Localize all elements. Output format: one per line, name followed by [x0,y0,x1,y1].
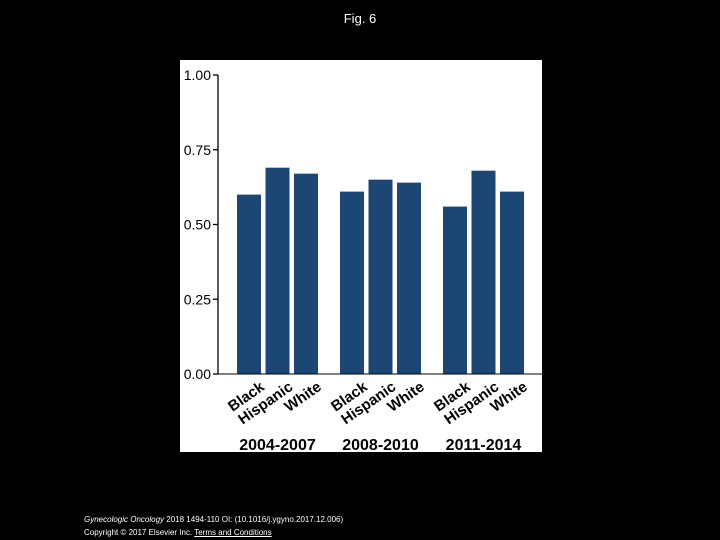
bar-2008-2010-black [340,191,364,374]
bar-2008-2010-white [397,182,421,374]
axis-layer: 0.00 0.25 0.50 0.75 1.00 [184,67,542,382]
figure-footer: Gynecologic Oncology 2018 1494-110 OI: (… [84,513,343,539]
y-tick-label: 0.25 [184,291,211,307]
bar-2008-2010-hispanic [368,179,393,374]
bar-2011-2014-black [443,206,467,374]
bar-2004-2007-white [294,173,318,374]
citation-line: Gynecologic Oncology 2018 1494-110 OI: (… [84,513,343,526]
figure-title: Fig. 6 [343,11,377,26]
y-tick-label: 0.00 [184,366,211,382]
y-tick-label: 0.50 [184,217,211,233]
copyright-line: Copyright © 2017 Elsevier Inc. Terms and… [84,526,343,539]
citation-details: 2018 1494-110 OI: (10.1016/j.ygyno.2017.… [164,515,344,524]
bars-layer [237,167,524,374]
bar-2011-2014-hispanic [471,170,496,374]
bar-2004-2007-black [237,194,261,374]
y-tick-label: 0.75 [184,142,211,158]
x-group-label: 2011-2014 [446,437,522,454]
citation-journal: Gynecologic Oncology [84,515,165,524]
copyright-text: Copyright © 2017 Elsevier Inc. [84,528,195,537]
terms-link[interactable]: Terms and Conditions [194,528,272,537]
x-group-label: 2004-2007 [239,437,316,454]
y-tick-label: 1.00 [184,67,211,83]
x-group-label: 2008-2010 [342,437,419,454]
bar-2004-2007-hispanic [265,167,290,374]
bar-2011-2014-white [500,191,524,374]
